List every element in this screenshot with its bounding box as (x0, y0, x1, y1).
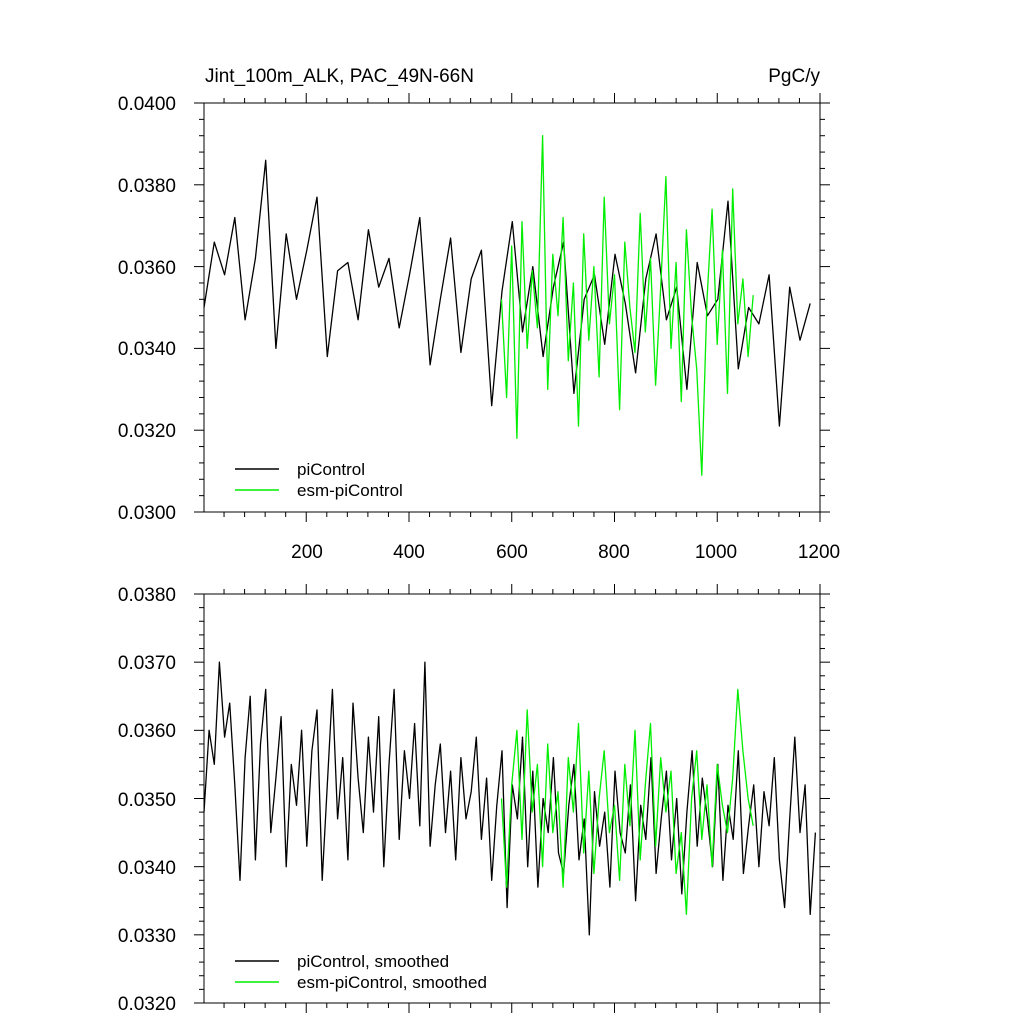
legend-label-esm-piControl-smoothed: esm-piControl, smoothed (297, 973, 487, 992)
top-x-tick-label: 200 (291, 542, 323, 563)
series-line-esm-picontrol (500, 135, 754, 476)
top-y-tick-label: 0.0340 (118, 339, 176, 360)
top-x-tick-label: 1000 (695, 542, 737, 563)
legend-label-piControl: piControl (297, 460, 365, 479)
top-panel: Jint_100m_ALK, PAC_49N-66N PgC/y 0.0300 … (118, 66, 840, 563)
bottom-y-axis: 0.0320 0.0330 0.0340 0.0350 0.0360 0.037… (118, 585, 176, 1015)
top-x-tick-label: 1200 (798, 542, 840, 563)
bottom-panel: 0.0320 0.0330 0.0340 0.0350 0.0360 0.037… (118, 584, 830, 1015)
top-y-tick-label: 0.0360 (118, 258, 176, 279)
bottom-tick-marks (194, 584, 830, 1013)
bottom-y-tick-label: 0.0320 (118, 994, 176, 1015)
bottom-y-tick-label: 0.0370 (118, 653, 176, 674)
bottom-y-tick-label: 0.0380 (118, 585, 176, 606)
top-x-tick-label: 400 (393, 542, 425, 563)
series-line-esm-picontrol-smoothed (500, 688, 754, 916)
top-y-tick-label: 0.0400 (118, 94, 176, 115)
top-tick-marks (194, 93, 830, 522)
top-plot-frame (203, 102, 821, 513)
bottom-y-tick-label: 0.0330 (118, 926, 176, 947)
bottom-y-tick-label: 0.0350 (118, 790, 176, 811)
top-y-axis: 0.0300 0.0320 0.0340 0.0360 0.0380 0.040… (118, 94, 176, 524)
series-line-picontrol (203, 159, 811, 427)
top-x-axis: 200 400 600 800 1000 1200 (291, 542, 840, 563)
top-chart-units: PgC/y (768, 66, 820, 87)
bottom-y-tick-label: 0.0340 (118, 858, 176, 879)
bottom-plot-frame (203, 593, 821, 1004)
top-x-tick-label: 600 (496, 542, 528, 563)
series-line-picontrol-smoothed (203, 661, 817, 936)
bottom-plot-area (203, 661, 817, 936)
top-chart-title: Jint_100m_ALK, PAC_49N-66N (205, 66, 474, 87)
top-plot-area (203, 135, 811, 476)
bottom-legend: piControl, smoothed esm-piControl, smoot… (235, 952, 487, 992)
top-y-tick-label: 0.0320 (118, 421, 176, 442)
legend-label-piControl-smoothed: piControl, smoothed (297, 952, 449, 971)
top-y-tick-label: 0.0300 (118, 503, 176, 524)
top-legend: piControl esm-piControl (235, 460, 403, 500)
bottom-y-tick-label: 0.0360 (118, 721, 176, 742)
top-x-tick-label: 800 (598, 542, 630, 563)
top-y-tick-label: 0.0380 (118, 176, 176, 197)
legend-label-esm-piControl: esm-piControl (297, 481, 403, 500)
